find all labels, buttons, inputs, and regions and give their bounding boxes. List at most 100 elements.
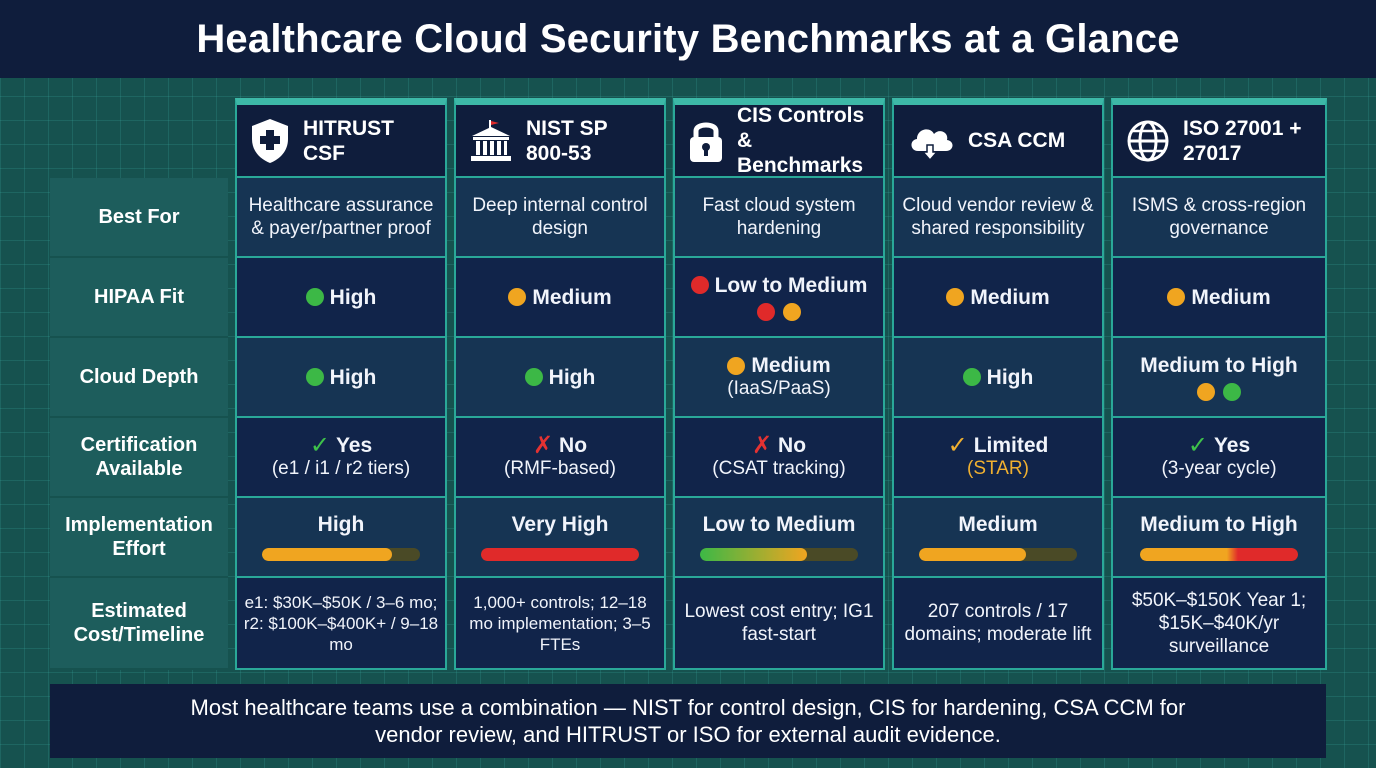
rating-label: High xyxy=(986,365,1034,389)
rating-label: Low to Medium xyxy=(714,273,868,297)
effort-bar-fill xyxy=(700,548,808,561)
framework-name: HITRUST CSF xyxy=(303,116,394,165)
header-csa: CSA CCM xyxy=(892,98,1104,178)
cloud-depth-cell: High xyxy=(892,336,1104,418)
header-hitrust: HITRUST CSF xyxy=(235,98,447,178)
header-nist: NIST SP 800-53 xyxy=(454,98,666,178)
row-label-cloud-depth: Cloud Depth xyxy=(50,338,228,418)
framework-name: ISO 27001 + 27017 xyxy=(1183,116,1302,165)
certification-cell: ✗ No (CSAT tracking) xyxy=(673,416,885,498)
certification-detail: (RMF-based) xyxy=(504,458,616,479)
effort-label: Very High xyxy=(511,513,609,536)
hipaa-fit-cell: Medium xyxy=(1111,256,1327,338)
effort-bar xyxy=(481,548,639,561)
header-cis: CIS Controls & Benchmarks xyxy=(673,98,885,178)
cross-icon: ✗ xyxy=(751,432,773,459)
checkmark-icon: ✓ xyxy=(1187,432,1208,459)
effort-label: Medium to High xyxy=(1140,513,1298,536)
best-for-cell: ISMS & cross-region governance xyxy=(1111,176,1327,258)
status-dot-green xyxy=(524,368,543,386)
status-dot-amber xyxy=(1167,288,1186,306)
row-label-effort: Implementation Effort xyxy=(50,498,228,578)
hipaa-fit-cell: Low to Medium xyxy=(673,256,885,338)
cloud-depth-cell: Medium to High xyxy=(1111,336,1327,418)
certification-cell: ✓ Yes (e1 / i1 / r2 tiers) xyxy=(235,416,447,498)
effort-bar xyxy=(919,548,1077,561)
row-label-certification: Certification Available xyxy=(50,418,228,498)
cloud-depth-cell: High xyxy=(235,336,447,418)
rating-label: Medium xyxy=(532,285,612,309)
effort-cell: Medium to High xyxy=(1111,496,1327,578)
effort-cell: Very High xyxy=(454,496,666,578)
certification-answer: Yes xyxy=(1213,434,1251,457)
comparison-table: HITRUST CSF NIST SP 800-53 xyxy=(50,98,1327,670)
footer-note: Most healthcare teams use a combination … xyxy=(50,684,1326,758)
certification-answer: No xyxy=(559,434,588,457)
cost-cell: e1: $30K–$50K / 3–6 mo; r2: $100K–$400K+… xyxy=(235,576,447,670)
framework-name: CIS Controls & Benchmarks xyxy=(737,104,865,177)
status-dot-green xyxy=(305,368,324,386)
cross-icon: ✗ xyxy=(532,432,554,459)
certification-answer: Limited xyxy=(973,434,1049,457)
effort-cell: Low to Medium xyxy=(673,496,885,578)
status-dot-green xyxy=(962,368,981,386)
certification-answer: Yes xyxy=(335,434,373,457)
row-label-hipaa-fit: HIPAA Fit xyxy=(50,258,228,338)
cost-cell: 1,000+ controls; 12–18 mo implementation… xyxy=(454,576,666,670)
certification-cell: ✓ Limited (STAR) xyxy=(892,416,1104,498)
certification-detail: (STAR) xyxy=(967,458,1029,479)
rating-label: High xyxy=(329,285,377,309)
page-title: Healthcare Cloud Security Benchmarks at … xyxy=(196,16,1180,61)
government-building-icon xyxy=(468,118,514,164)
effort-label: High xyxy=(317,513,365,536)
effort-label: Low to Medium xyxy=(702,513,856,536)
status-dot-green xyxy=(1223,382,1241,401)
effort-bar xyxy=(1140,548,1298,561)
best-for-cell: Cloud vendor review & shared responsibil… xyxy=(892,176,1104,258)
cost-cell: 207 controls / 17 domains; moderate lift xyxy=(892,576,1104,670)
cost-cell: $50K–$150K Year 1; $15K–$40K/yr surveill… xyxy=(1111,576,1327,670)
rating-detail: (IaaS/PaaS) xyxy=(727,378,831,399)
effort-cell: Medium xyxy=(892,496,1104,578)
checkmark-icon: ✓ xyxy=(309,432,330,459)
certification-cell: ✓ Yes (3-year cycle) xyxy=(1111,416,1327,498)
effort-bar-fill xyxy=(919,548,1027,561)
status-dot-red xyxy=(757,302,775,321)
effort-cell: High xyxy=(235,496,447,578)
effort-bar-fill xyxy=(1140,548,1298,561)
certification-answer: No xyxy=(778,434,807,457)
certification-detail: (CSAT tracking) xyxy=(712,458,846,479)
rating-label: High xyxy=(548,365,596,389)
rating-label: Medium xyxy=(1191,285,1271,309)
hipaa-fit-cell: Medium xyxy=(454,256,666,338)
rating-label: Medium to High xyxy=(1140,353,1298,377)
status-dot-green xyxy=(305,288,324,306)
status-dot-amber xyxy=(946,288,965,306)
certification-cell: ✗ No (RMF-based) xyxy=(454,416,666,498)
hipaa-fit-cell: High xyxy=(235,256,447,338)
certification-detail: (e1 / i1 / r2 tiers) xyxy=(271,458,411,479)
status-dot-amber xyxy=(727,356,746,375)
effort-bar xyxy=(262,548,420,561)
status-dot-amber xyxy=(508,288,527,306)
cost-cell: Lowest cost entry; IG1 fast-start xyxy=(673,576,885,670)
table-corner xyxy=(50,96,228,178)
effort-bar xyxy=(700,548,858,561)
cloud-icon xyxy=(906,119,956,163)
title-banner: Healthcare Cloud Security Benchmarks at … xyxy=(0,0,1376,78)
certification-detail: (3-year cycle) xyxy=(1161,458,1277,479)
header-iso: ISO 27001 + 27017 xyxy=(1111,98,1327,178)
effort-label: Medium xyxy=(958,513,1038,536)
padlock-icon xyxy=(687,118,725,164)
best-for-cell: Deep internal control design xyxy=(454,176,666,258)
cloud-depth-cell: High xyxy=(454,336,666,418)
best-for-cell: Fast cloud system hardening xyxy=(673,176,885,258)
hipaa-fit-cell: Medium xyxy=(892,256,1104,338)
row-label-cost: Estimated Cost/Timeline xyxy=(50,578,228,670)
best-for-cell: Healthcare assurance & payer/partner pro… xyxy=(235,176,447,258)
status-dot-amber xyxy=(783,302,801,321)
status-dot-amber xyxy=(1197,382,1215,401)
rating-label: Medium xyxy=(751,354,831,377)
effort-bar-fill xyxy=(262,548,392,561)
row-label-best-for: Best For xyxy=(50,178,228,258)
